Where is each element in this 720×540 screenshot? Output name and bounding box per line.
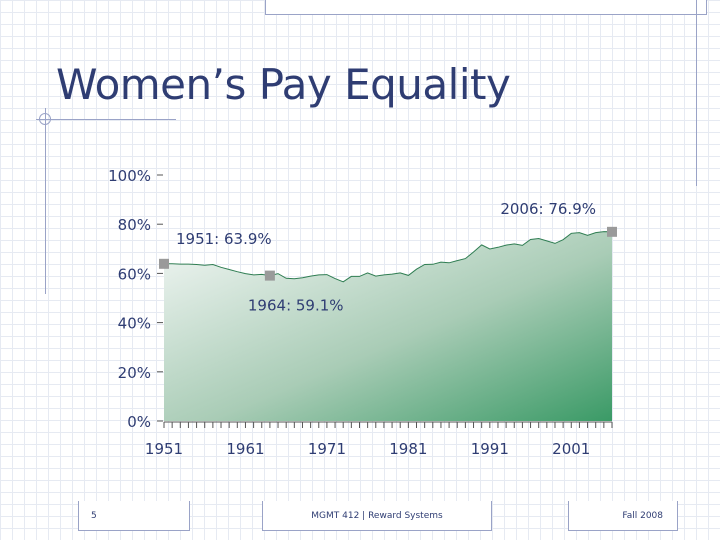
y-tick-label: 0% <box>127 413 151 431</box>
series-area <box>164 231 612 421</box>
title-underline <box>36 119 176 120</box>
y-tick-label: 40% <box>118 315 151 333</box>
annotation-marker <box>159 258 169 269</box>
annotation-label: 1951: 63.9% <box>176 230 272 248</box>
x-tick-label: 1961 <box>226 440 264 458</box>
annotation-marker <box>607 226 617 237</box>
slide-title: Women’s Pay Equality <box>56 60 511 109</box>
footer-course: MGMT 412 | Reward Systems <box>262 501 492 531</box>
x-tick-label: 1971 <box>308 440 346 458</box>
x-tick-label: 2001 <box>552 440 590 458</box>
x-tick-label: 1991 <box>471 440 509 458</box>
annotation-label: 2006: 76.9% <box>500 200 596 218</box>
series-line <box>164 231 613 283</box>
y-tick-label: 80% <box>118 216 151 234</box>
footer-term: Fall 2008 <box>568 501 678 531</box>
y-tick-label: 20% <box>118 364 151 382</box>
annotation-marker <box>264 270 275 281</box>
left-decoration-line <box>45 108 46 294</box>
footer-slide-number: 5 <box>78 501 190 531</box>
x-tick-label: 1951 <box>145 440 183 458</box>
decoration-circle <box>39 113 51 125</box>
right-decoration-line <box>696 0 697 186</box>
y-tick-label: 60% <box>118 265 151 283</box>
x-tick-label: 1981 <box>389 440 427 458</box>
annotation-label: 1964: 59.1% <box>248 297 344 315</box>
y-tick-label: 100% <box>108 167 151 185</box>
top-decoration-frame <box>265 0 707 15</box>
